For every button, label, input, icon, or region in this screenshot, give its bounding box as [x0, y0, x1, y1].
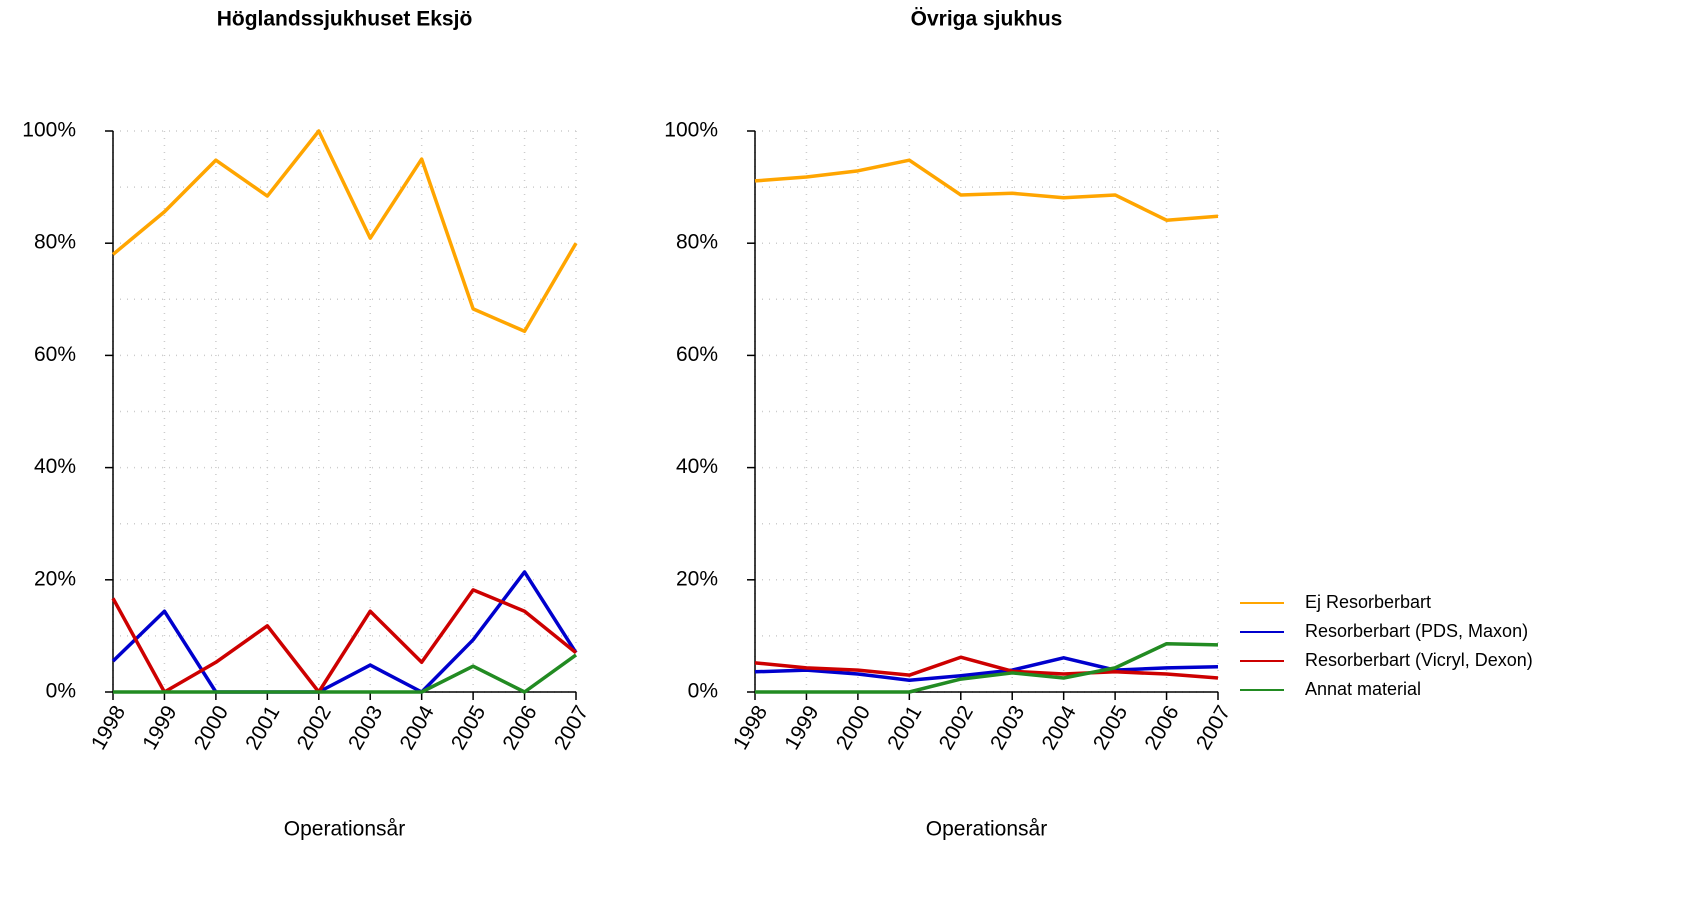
x-tick-label: 2004: [1038, 701, 1081, 753]
x-tick-label: 2007: [550, 702, 593, 754]
x-tick-label: 1999: [780, 702, 823, 754]
x-tick-label: 2002: [935, 702, 978, 754]
x-tick-label: 2006: [498, 702, 541, 754]
y-tick-label: 40%: [676, 455, 718, 478]
x-axis-label: Operationsår: [926, 818, 1047, 841]
series-line: [754, 656, 1219, 682]
x-tick-label: 2003: [986, 702, 1029, 754]
x-tick-label: 2006: [1140, 702, 1183, 754]
series-line: Ej Resorberbart: [111, 129, 578, 334]
x-tick-label: 1999: [138, 702, 181, 754]
x-tick-label: 2003: [344, 702, 387, 754]
y-tick-label: 40%: [34, 455, 76, 478]
x-tick-label: 2000: [832, 702, 875, 754]
y-tick-label: 20%: [34, 567, 76, 590]
x-tick-label: 2004: [396, 701, 439, 753]
y-tick-label: 20%: [676, 567, 718, 590]
x-tick-label: 2001: [241, 702, 284, 754]
x-tick-label: 2005: [447, 702, 490, 754]
series-line: Annat material: [113, 653, 578, 694]
x-tick-label: 2007: [1192, 702, 1235, 754]
x-tick-label: 2001: [883, 702, 926, 754]
x-tick-label: 1998: [729, 702, 772, 754]
y-tick-label: 60%: [676, 343, 718, 366]
series-line: [754, 158, 1219, 222]
x-tick-label: 2002: [293, 702, 336, 754]
chart-title: Höglandssjukhuset Eksjö: [217, 8, 473, 31]
y-tick-label: 100%: [22, 119, 76, 142]
legend-label: Annat material: [1305, 679, 1421, 699]
chart-title: Övriga sjukhus: [911, 8, 1063, 31]
y-tick-label: 60%: [34, 343, 76, 366]
y-tick-label: 0%: [46, 680, 76, 703]
legend-label: Resorberbart (PDS, Maxon): [1305, 621, 1528, 641]
x-tick-label: 2005: [1089, 702, 1132, 754]
y-tick-label: 80%: [676, 231, 718, 254]
legend-label: Resorberbart (Vicryl, Dexon): [1305, 650, 1533, 670]
y-tick-label: 100%: [664, 119, 718, 142]
y-tick-label: 0%: [688, 680, 718, 703]
x-axis-label: Operationsår: [284, 818, 405, 841]
x-tick-label: 1998: [87, 702, 130, 754]
series-line: Resorberbart (Vicryl, Dexon): [111, 588, 578, 694]
legend-label: Ej Resorberbart: [1305, 592, 1431, 612]
series-line: [754, 655, 1219, 680]
y-tick-label: 80%: [34, 231, 76, 254]
series-line: Resorberbart (PDS, Maxon): [111, 570, 578, 694]
series-line: [755, 642, 1219, 694]
x-tick-label: 2000: [190, 702, 233, 754]
